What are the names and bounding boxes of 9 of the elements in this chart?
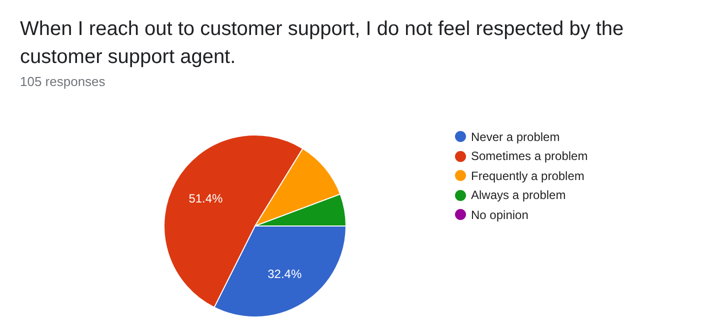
chart-subtitle: 105 responses [20,74,106,89]
chart-title: When I reach out to customer support, I do not feel respected by the customer support agent. [20,17,625,70]
legend-label: Never a problem [471,130,560,144]
data-label: 51.4% [188,192,224,206]
legend-label: No opinion [471,208,528,222]
legend-label: Always a problem [471,188,566,202]
legend-label: Sometimes a problem [471,149,588,164]
data-label: 32.4% [268,267,302,282]
legend-label: Frequently a problem [471,168,584,183]
